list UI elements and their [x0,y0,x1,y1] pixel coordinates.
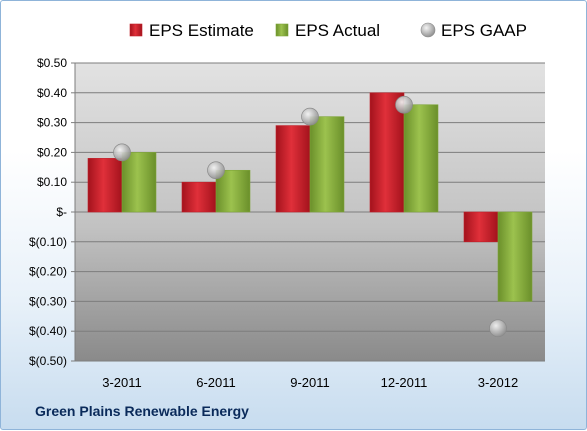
y-tick-label: $(0.10) [29,235,67,249]
bar-eps-estimate [463,211,499,243]
bars [87,92,533,302]
y-tick-label: $(0.40) [29,324,67,338]
legend: EPS Estimate EPS Actual EPS GAAP [129,21,527,40]
y-tick-label: $0.50 [37,56,67,70]
bar-eps-actual [403,104,439,213]
legend-eps-estimate-label: EPS Estimate [149,21,254,40]
y-tick-label: $(0.20) [29,265,67,279]
y-tick-label: $0.10 [37,175,67,189]
point-eps-gaap [301,107,319,126]
y-tick-label: $(0.50) [29,354,67,368]
bar-eps-estimate [369,92,405,213]
point-eps-gaap [207,161,225,180]
bar-eps-estimate [87,158,123,213]
x-category-label: 6-2011 [196,375,236,390]
bar-eps-estimate [275,125,311,213]
y-tick-label: $0.20 [37,145,67,159]
point-eps-gaap [489,319,507,338]
legend-eps-actual-label: EPS Actual [295,21,380,40]
y-tick-label: $0.30 [37,116,67,130]
y-axis: $0.50 $0.40 $0.30 $0.20 $0.10 $- $(0.10) $(0.20… [29,56,76,368]
bar-eps-actual [121,152,157,213]
x-category-label: 12-2011 [381,375,428,390]
company-name: Green Plains Renewable Energy [35,403,249,419]
x-category-label: 3-2012 [478,375,518,390]
point-eps-gaap [395,95,413,114]
x-category-label: 9-2011 [290,375,330,390]
bar-eps-actual [309,116,345,213]
bar-eps-actual [497,211,533,302]
legend-eps-estimate-swatch [129,23,143,37]
y-tick-label: $- [56,205,67,219]
gaap-points [113,95,507,338]
legend-eps-actual-swatch [275,23,289,37]
y-tick-label: $(0.30) [29,294,67,308]
legend-eps-gaap-label: EPS GAAP [441,21,527,40]
x-axis: 3-2011 6-2011 9-2011 12-2011 3-2012 [102,375,518,390]
bar-eps-estimate [181,181,217,213]
point-eps-gaap [113,143,131,162]
legend-eps-gaap-swatch [420,22,436,38]
x-category-label: 3-2011 [102,375,142,390]
y-tick-label: $0.40 [37,86,67,100]
bar-eps-actual [215,169,251,213]
